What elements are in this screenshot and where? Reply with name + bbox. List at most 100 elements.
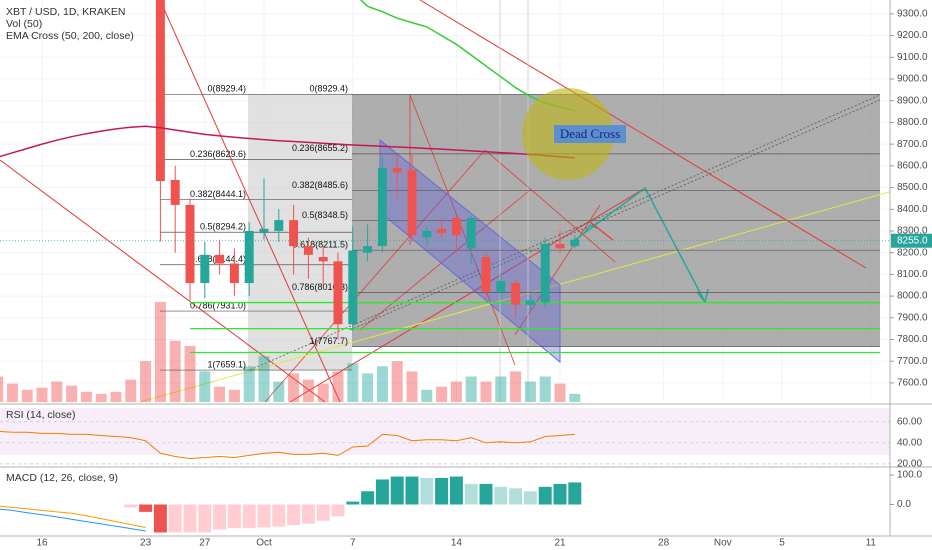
- macd-bar: [509, 488, 523, 505]
- macd-tick-label: 0.0: [897, 499, 911, 510]
- macd-bar: [183, 504, 197, 533]
- trend-line: [409, 94, 516, 366]
- x-tick-label: 21: [554, 538, 566, 549]
- volume-bar: [302, 379, 314, 402]
- volume-bar: [495, 376, 507, 402]
- candle-body: [303, 246, 313, 255]
- trend-line: [514, 204, 601, 336]
- fib-label: 1(7659.1): [207, 359, 246, 369]
- y-tick-label: 8900.0: [897, 95, 928, 106]
- candle-body: [451, 217, 461, 236]
- y-tick-label: 7800.0: [897, 334, 928, 345]
- last-price-box: [891, 233, 932, 248]
- annotation: Dead Cross: [560, 126, 620, 141]
- volume-bar: [332, 371, 344, 402]
- macd-bar: [153, 504, 167, 533]
- volume-bar: [539, 376, 551, 402]
- y-tick-label: 8100.0: [897, 269, 928, 280]
- macd-bar: [124, 504, 138, 508]
- candle-body: [481, 257, 491, 292]
- volume-bar: [0, 376, 4, 402]
- y-tick-label: 8700.0: [897, 139, 928, 150]
- candle-body: [244, 230, 254, 284]
- projection-arrow: [574, 186, 706, 303]
- macd-plot: [0, 476, 582, 533]
- volume-bar: [95, 393, 107, 402]
- macd-bar: [538, 486, 552, 505]
- volume-bar: [288, 373, 300, 402]
- volume-bar: [510, 371, 522, 402]
- volume-bar: [66, 385, 78, 402]
- y-tick-label: 9000.0: [897, 74, 928, 85]
- candle-body: [155, 0, 165, 182]
- fib-label: 0.5(8348.5): [302, 210, 348, 220]
- volume-bar: [154, 302, 166, 402]
- x-tick-label: Oct: [256, 538, 272, 549]
- y-tick-label: 8400.0: [897, 204, 928, 215]
- annotation-box: [554, 125, 626, 143]
- y-tick-label: 8800.0: [897, 117, 928, 128]
- candle-body: [407, 170, 417, 236]
- macd-bar: [287, 504, 301, 526]
- fib-label: 0.382(8444.1): [190, 189, 246, 199]
- macd-bar: [198, 504, 212, 533]
- candle-body: [496, 280, 506, 292]
- volume-bar: [51, 381, 63, 402]
- fib-label: 0(8929.4): [207, 84, 246, 94]
- macd-bar: [316, 504, 330, 521]
- macd-bar: [361, 491, 375, 505]
- y-tick-label: 8600.0: [897, 160, 928, 171]
- volume-bar: [228, 389, 240, 402]
- volume-legend: Vol (50): [6, 18, 42, 30]
- macd-bar: [464, 483, 478, 505]
- fib-label: 0.786(8016.3): [292, 282, 348, 292]
- y-tick-label: 7900.0: [897, 312, 928, 323]
- macd-bar: [435, 478, 449, 505]
- volume-bar: [465, 376, 477, 402]
- fib-label: 1(7767.7): [309, 336, 348, 346]
- volume-bar: [169, 340, 181, 402]
- red-arrow: [589, 221, 614, 241]
- candle-body: [348, 250, 358, 325]
- candle-body: [511, 283, 521, 305]
- candle-body: [215, 254, 225, 264]
- volume-bar: [376, 366, 388, 402]
- volume-bar: [362, 373, 374, 402]
- y-tick-label: 8500.0: [897, 182, 928, 193]
- macd-line: [0, 505, 146, 528]
- rsi-band: [0, 408, 890, 455]
- volume-bar: [569, 393, 581, 402]
- trend-line: [264, 149, 486, 403]
- x-tick-label: 23: [140, 538, 152, 549]
- macd-bar: [420, 478, 434, 505]
- trend-line: [359, 189, 531, 331]
- fib-label: 0(8929.4): [309, 84, 348, 94]
- x-tick-label: 7: [350, 538, 356, 549]
- trend-line: [419, 0, 867, 269]
- trend-line: [139, 191, 890, 403]
- volume-bar: [110, 391, 122, 402]
- candle-body: [437, 228, 447, 234]
- macd-bar: [405, 476, 419, 505]
- macd-line: [0, 508, 146, 532]
- macd-bar: [301, 504, 315, 524]
- candle-body: [333, 261, 343, 325]
- macd-bar: [523, 491, 537, 505]
- volume-bar: [436, 386, 448, 402]
- x-tick-label: 14: [451, 538, 463, 549]
- volume-bar: [273, 381, 285, 402]
- volume-bar: [554, 383, 566, 402]
- candle-body: [555, 243, 565, 249]
- macd-bar: [375, 479, 389, 505]
- trend-line: [484, 149, 616, 263]
- macd-bar: [213, 504, 227, 530]
- y-tick-label: 8200.0: [897, 247, 928, 258]
- macd-bar: [257, 504, 271, 528]
- volume-bar: [80, 391, 92, 402]
- volume-bar: [6, 383, 18, 402]
- macd-legend: MACD (12, 26, close, 9): [6, 472, 118, 484]
- dotted-line: [349, 99, 881, 331]
- x-tick-label: 27: [199, 538, 211, 549]
- volume-bar: [347, 363, 359, 402]
- y-tick-label: 7700.0: [897, 356, 928, 367]
